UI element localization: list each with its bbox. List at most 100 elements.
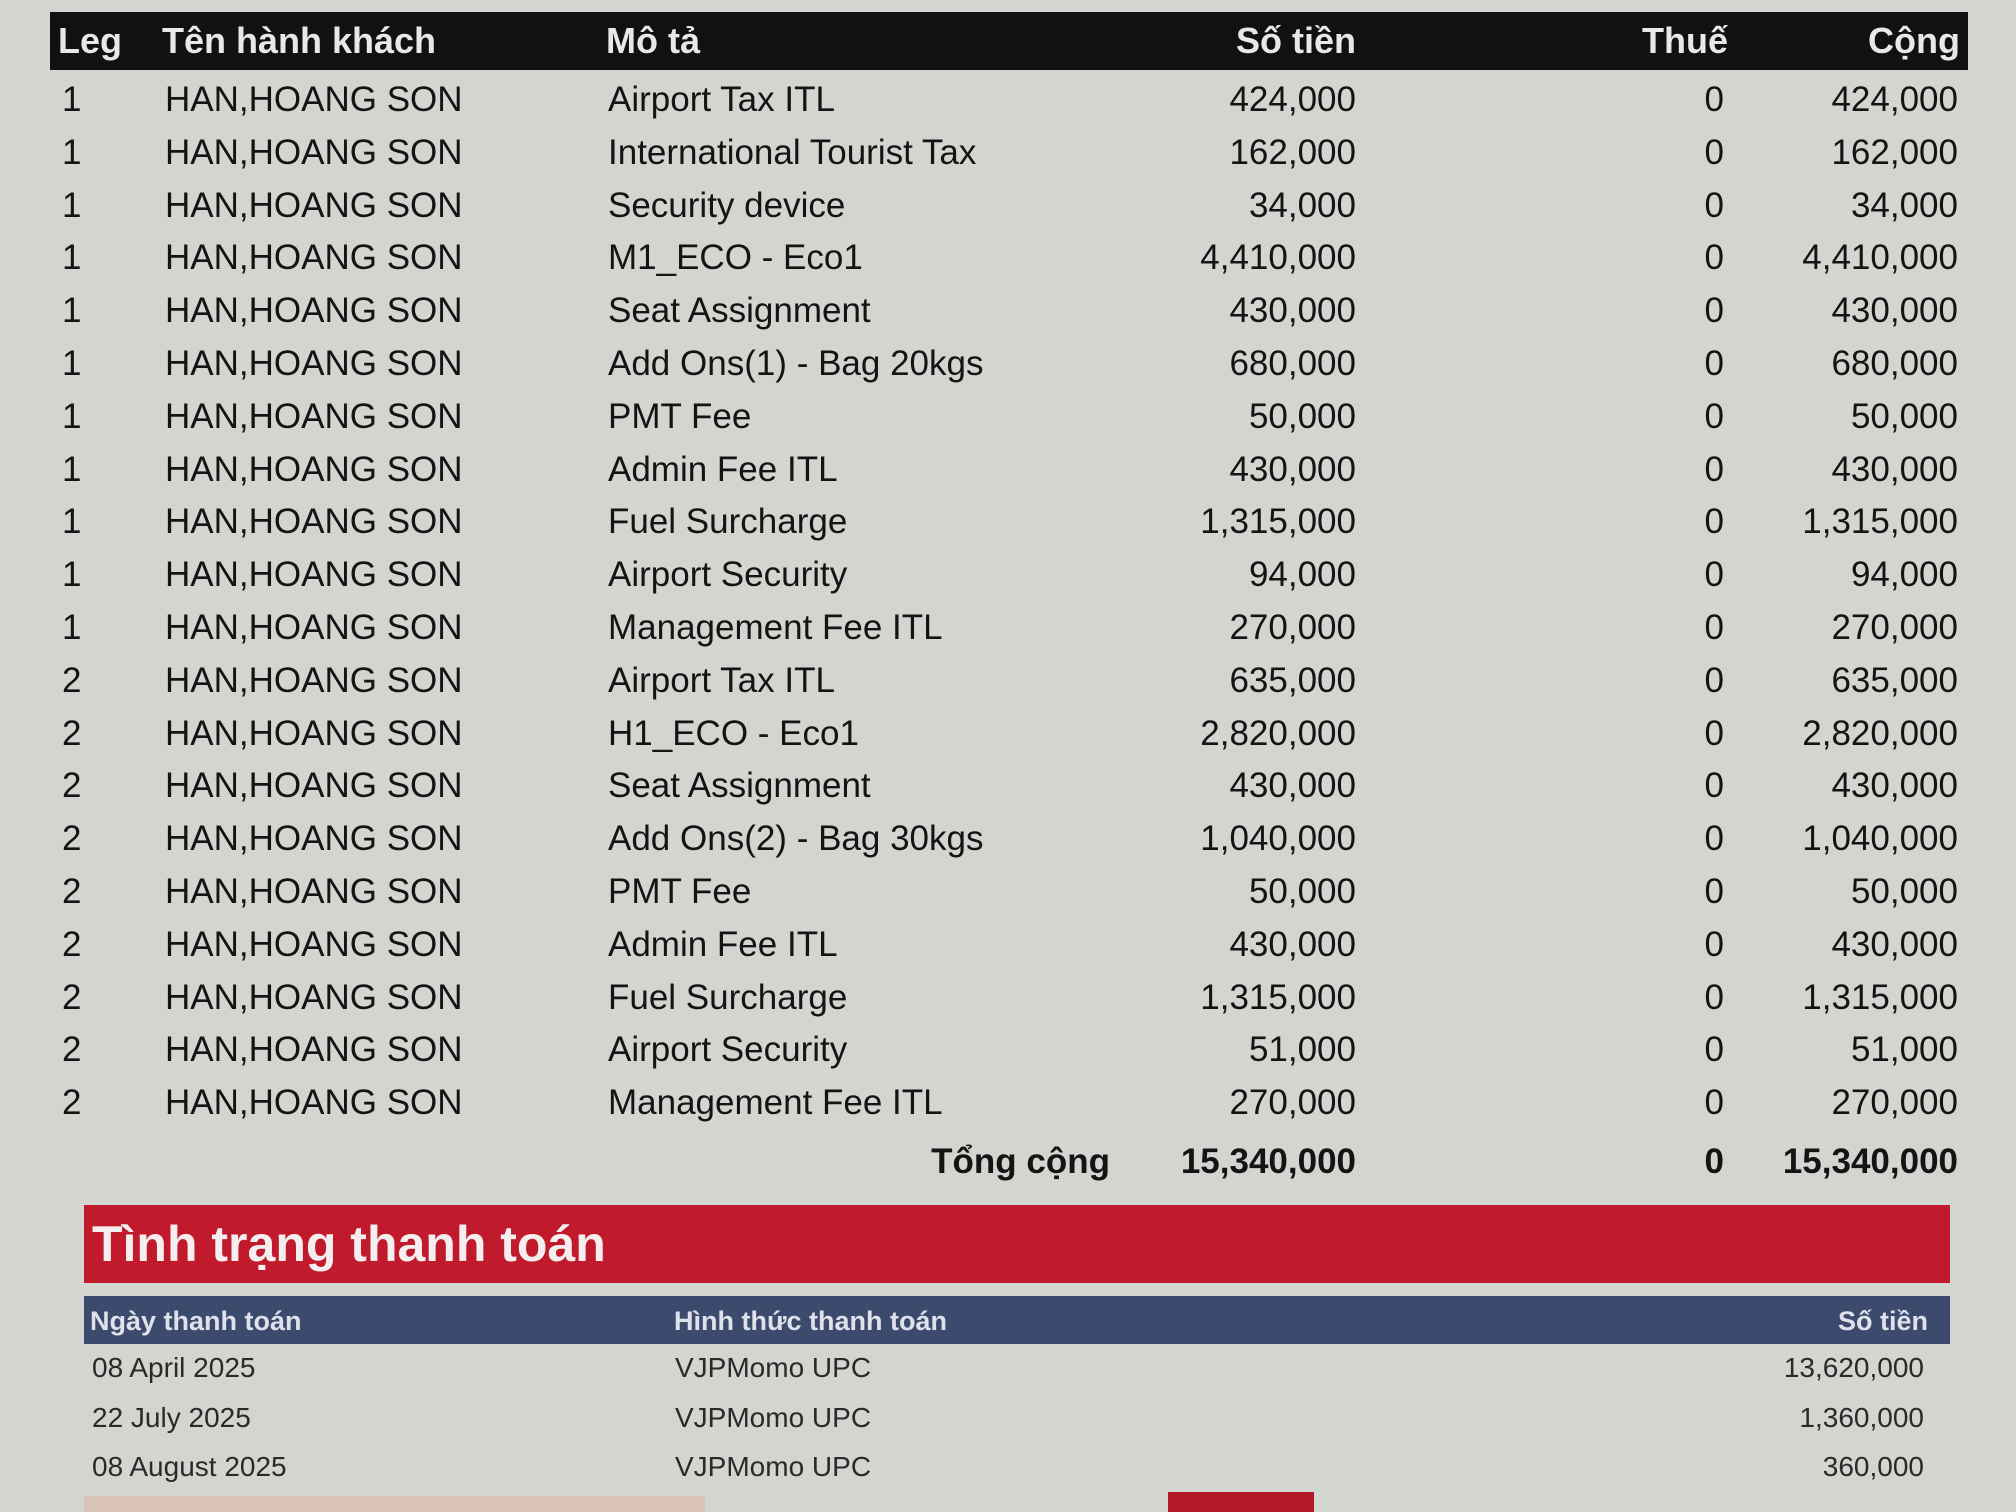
table-row: 1 HAN,HOANG SON Management Fee ITL 270,000 0… — [0, 608, 2016, 660]
cell-passenger: HAN,HOANG SON — [165, 132, 463, 172]
cell-description: Admin Fee ITL — [608, 924, 838, 964]
payment-row: 08 August 2025 VJPMomo UPC 360,000 — [0, 1451, 2016, 1495]
cell-leg: 2 — [62, 766, 82, 806]
payment-amount: 1,360,000 — [1799, 1401, 1924, 1433]
table-row: 1 HAN,HOANG SON PMT Fee 50,000 0 50,000 — [0, 397, 2016, 449]
cell-description: Management Fee ITL — [608, 608, 943, 647]
cell-description: Add Ons(2) - Bag 30kgs — [608, 819, 984, 859]
cell-leg: 1 — [62, 132, 82, 172]
cell-tax: 0 — [1704, 132, 1724, 172]
table-row: 1 HAN,HOANG SON Fuel Surcharge 1,315,000 0 1,… — [0, 502, 2016, 554]
cell-amount: 424,000 — [1229, 80, 1356, 119]
header-leg: Leg — [58, 20, 123, 61]
cell-tax: 0 — [1704, 819, 1724, 859]
table-row: 1 HAN,HOANG SON Seat Assignment 430,000 0 430… — [0, 291, 2016, 343]
cell-tax: 0 — [1704, 555, 1724, 595]
table-row: 1 HAN,HOANG SON Security device 34,000 0 34,0… — [0, 186, 2016, 238]
cell-passenger: HAN,HOANG SON — [165, 555, 463, 595]
cell-leg: 1 — [62, 344, 82, 383]
payment-date: 08 August 2025 — [92, 1451, 287, 1482]
cell-tax: 0 — [1704, 502, 1724, 542]
cell-leg: 1 — [62, 291, 82, 331]
cell-amount: 94,000 — [1248, 555, 1356, 595]
cell-passenger: HAN,HOANG SON — [165, 977, 463, 1017]
cell-amount: 50,000 — [1248, 396, 1356, 436]
cell-amount: 162,000 — [1229, 132, 1356, 172]
header-tax: Thuế — [1642, 20, 1728, 61]
table-row: 2 HAN,HOANG SON Airport Security 51,000 0 51,… — [0, 1030, 2016, 1082]
cell-leg: 1 — [62, 555, 82, 595]
cell-description: Management Fee ITL — [608, 1083, 943, 1123]
cell-leg: 2 — [62, 660, 82, 700]
cell-amount: 270,000 — [1229, 1083, 1356, 1123]
cell-description: Fuel Surcharge — [608, 502, 848, 542]
cell-description: H1_ECO - Eco1 — [608, 713, 859, 753]
cell-tax: 0 — [1704, 977, 1724, 1017]
cell-passenger: HAN,HOANG SON — [165, 924, 463, 964]
cell-leg: 1 — [62, 608, 82, 647]
header-payment-method: Hình thức thanh toán — [674, 1306, 948, 1336]
cell-amount: 50,000 — [1248, 872, 1356, 911]
cell-total: 94,000 — [1850, 555, 1958, 595]
table-row: 1 HAN,HOANG SON Airport Tax ITL 424,000 0 424… — [0, 80, 2016, 132]
payment-status-banner: Tình trạng thanh toán — [84, 1205, 1950, 1283]
cell-passenger: HAN,HOANG SON — [165, 872, 463, 911]
cell-total: 50,000 — [1850, 396, 1958, 436]
cell-description: Add Ons(1) - Bag 20kgs — [608, 344, 984, 383]
cell-tax: 0 — [1704, 80, 1724, 119]
cell-amount: 635,000 — [1229, 660, 1356, 700]
cell-leg: 1 — [62, 502, 82, 542]
payment-date: 08 April 2025 — [92, 1352, 256, 1383]
cell-passenger: HAN,HOANG SON — [165, 819, 463, 859]
cell-amount: 1,040,000 — [1200, 819, 1356, 859]
payment-table-header: Ngày thanh toán Hình thức thanh toán Số … — [84, 1296, 1950, 1344]
footer-button[interactable] — [1168, 1492, 1314, 1512]
cell-passenger: HAN,HOANG SON — [165, 608, 463, 647]
cell-amount: 51,000 — [1248, 1030, 1356, 1070]
cell-description: Airport Tax ITL — [608, 660, 835, 700]
cell-leg: 2 — [62, 977, 82, 1017]
cell-tax: 0 — [1704, 713, 1724, 753]
grand-total-tax: 0 — [1704, 1142, 1724, 1181]
cell-tax: 0 — [1704, 872, 1724, 911]
payment-method: VJPMomo UPC — [675, 1352, 872, 1383]
payment-amount: 360,000 — [1822, 1451, 1924, 1482]
payment-method: VJPMomo UPC — [675, 1401, 872, 1433]
cell-total: 635,000 — [1831, 660, 1958, 700]
cell-total: 270,000 — [1831, 1083, 1958, 1123]
table-row: 2 HAN,HOANG SON Airport Tax ITL 635,000 0 635… — [0, 661, 2016, 713]
cell-leg: 1 — [62, 238, 82, 278]
cell-leg: 1 — [62, 449, 82, 489]
cell-total: 430,000 — [1831, 924, 1958, 964]
header-passenger: Tên hành khách — [162, 20, 437, 61]
cell-total: 162,000 — [1831, 132, 1958, 172]
cell-tax: 0 — [1704, 766, 1724, 806]
cell-passenger: HAN,HOANG SON — [165, 80, 463, 119]
cell-tax: 0 — [1704, 185, 1724, 225]
cell-description: Security device — [608, 185, 846, 225]
cell-tax: 0 — [1704, 660, 1724, 700]
cell-passenger: HAN,HOANG SON — [165, 1083, 463, 1123]
cell-tax: 0 — [1704, 608, 1724, 647]
cell-leg: 2 — [62, 1083, 82, 1123]
cell-leg: 2 — [62, 872, 82, 911]
header-payment-date: Ngày thanh toán — [90, 1306, 302, 1336]
cell-total: 34,000 — [1850, 185, 1958, 225]
payment-row: 08 April 2025 VJPMomo UPC 13,620,000 — [0, 1352, 2016, 1396]
cell-passenger: HAN,HOANG SON — [165, 766, 463, 806]
cell-passenger: HAN,HOANG SON — [165, 396, 463, 436]
table-row: 1 HAN,HOANG SON M1_ECO - Eco1 4,410,000 0 4,4… — [0, 238, 2016, 290]
cell-passenger: HAN,HOANG SON — [165, 660, 463, 700]
cell-passenger: HAN,HOANG SON — [165, 291, 463, 331]
cell-amount: 270,000 — [1229, 608, 1356, 647]
table-row: 1 HAN,HOANG SON International Tourist Tax 1… — [0, 133, 2016, 185]
table-row: 2 HAN,HOANG SON Add Ons(2) - Bag 30kgs 1,04… — [0, 819, 2016, 871]
cell-tax: 0 — [1704, 1083, 1724, 1123]
cell-description: Airport Tax ITL — [608, 80, 835, 119]
cell-description: Airport Security — [608, 555, 848, 595]
cell-amount: 34,000 — [1248, 185, 1356, 225]
cell-total: 2,820,000 — [1802, 713, 1958, 753]
cell-leg: 2 — [62, 924, 82, 964]
cell-total: 4,410,000 — [1802, 238, 1958, 278]
cell-leg: 2 — [62, 819, 82, 859]
